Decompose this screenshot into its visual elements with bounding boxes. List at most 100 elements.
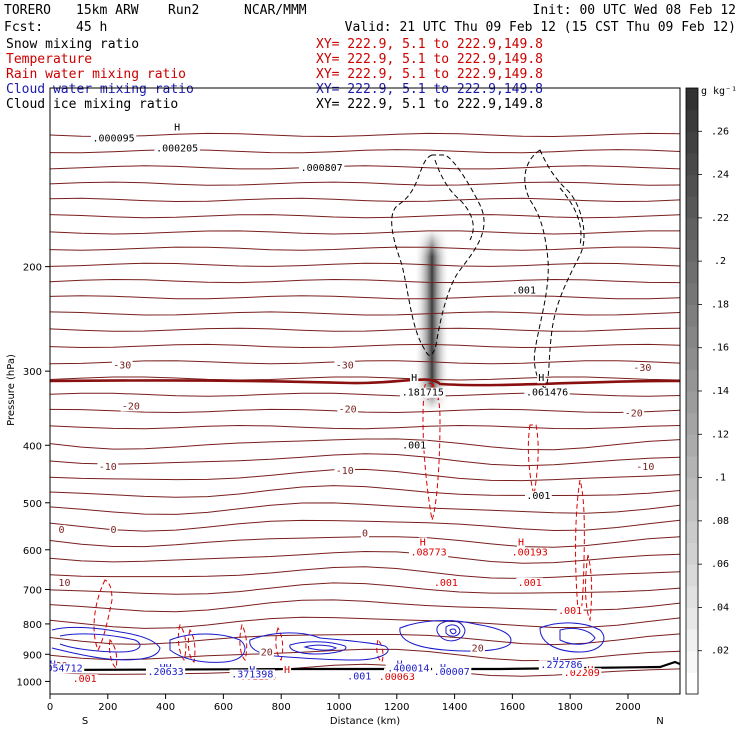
isotherm-line bbox=[50, 485, 680, 498]
snow-label: H bbox=[538, 373, 544, 384]
valid-time: Valid: 21 UTC Thu 09 Feb 12 (15 CST Thu … bbox=[345, 20, 736, 35]
temperature-label-bg bbox=[57, 577, 72, 588]
rain-contour bbox=[239, 623, 248, 661]
temperature-label: -30 bbox=[336, 361, 354, 372]
x-tick-label: 600 bbox=[214, 702, 233, 713]
rain-contour bbox=[187, 628, 196, 663]
cloud-water-label-bg bbox=[145, 666, 186, 677]
rain-label-bg bbox=[510, 547, 550, 558]
temperature-label-bg bbox=[337, 404, 358, 415]
snow-label: .000807 bbox=[301, 163, 343, 174]
rain-label-bg bbox=[418, 537, 427, 548]
forecast-hours: 45 h bbox=[76, 20, 107, 35]
rain-label-bg bbox=[556, 606, 584, 617]
x-tick-label: 1400 bbox=[442, 702, 467, 713]
x-tick-label: 1800 bbox=[557, 702, 582, 713]
rain-contour bbox=[575, 479, 585, 617]
cloud-water-contour bbox=[539, 622, 605, 653]
colorbar-cell bbox=[686, 520, 698, 543]
rain-label: H bbox=[420, 537, 426, 548]
y-tick-label: 800 bbox=[23, 620, 42, 631]
freezing-level-line bbox=[50, 378, 680, 387]
isotherm-line bbox=[50, 230, 680, 235]
rain-label: .08773 bbox=[411, 548, 447, 559]
cloud-water-label-bg bbox=[345, 671, 373, 682]
rain-contour bbox=[109, 638, 118, 669]
y-tick-label: 300 bbox=[23, 367, 42, 378]
isotherm-line bbox=[50, 165, 680, 170]
field-name-snow: Snow mixing ratio bbox=[6, 37, 139, 52]
field-name-cloud-ice: Cloud ice mixing ratio bbox=[6, 97, 178, 112]
snow-label-bg bbox=[400, 440, 428, 451]
colorbar-cell bbox=[686, 672, 698, 695]
field-xy-snow: XY= 222.9, 5.1 to 222.9,149.8 bbox=[316, 37, 543, 52]
isotherm-line bbox=[50, 278, 680, 284]
x-tick-label: 0 bbox=[47, 702, 53, 713]
cloud-water-contour bbox=[289, 641, 347, 655]
colorbar-unit: g kg⁻¹ bbox=[701, 86, 737, 97]
rain-label-bg bbox=[562, 668, 602, 679]
rain-label-bg bbox=[516, 537, 526, 548]
y-tick-label: 600 bbox=[23, 546, 42, 557]
snow-label: .001 bbox=[402, 440, 426, 451]
isotherm-line bbox=[50, 149, 680, 154]
north-end-label: N bbox=[656, 716, 663, 727]
colorbar-cell bbox=[686, 455, 698, 479]
temperature-label-bg bbox=[259, 647, 274, 658]
snow-label: .001 bbox=[512, 286, 536, 297]
snow-contour bbox=[559, 187, 582, 246]
header: TORERO 15km ARW Run2 NCAR/MMM Init: 00 U… bbox=[4, 3, 736, 35]
temperature-label-bg bbox=[635, 461, 656, 472]
rain-label-bg bbox=[377, 672, 417, 683]
x-tick-label: 400 bbox=[156, 702, 175, 713]
init-time: Init: 00 UTC Wed 08 Feb 12 bbox=[533, 3, 737, 18]
y-tick-label: 900 bbox=[23, 650, 42, 661]
colorbar-cell bbox=[686, 282, 698, 305]
model-resolution: 15km ARW bbox=[76, 3, 139, 18]
colorbar-tick-label: .22 bbox=[711, 213, 729, 224]
cloud-water-contour bbox=[59, 633, 141, 653]
y-axis-label: Pressure (hPa) bbox=[6, 354, 17, 426]
x-tick-label: 2000 bbox=[615, 702, 640, 713]
field-name-rain: Rain water mixing ratio bbox=[6, 67, 186, 82]
isotherm-line bbox=[50, 566, 680, 579]
rain-label-bg bbox=[71, 674, 99, 685]
snow-label: .001 bbox=[526, 491, 550, 502]
colorbar-cell bbox=[686, 477, 698, 500]
snow-label-bg bbox=[524, 387, 570, 398]
colorbar-cell bbox=[686, 564, 698, 587]
cloud-water-contour bbox=[436, 620, 466, 642]
colorbar-cell bbox=[686, 585, 698, 608]
colorbar-cell bbox=[686, 542, 698, 565]
cloud-water-label-bg bbox=[50, 663, 85, 674]
field-xy-cloud-water: XY= 222.9, 5.1 to 222.9,149.8 bbox=[316, 82, 543, 97]
snow-contour bbox=[391, 154, 485, 356]
cloud-water-contour bbox=[445, 624, 461, 637]
rain-label: .001 bbox=[73, 674, 97, 685]
cloud-water-label: .371398 bbox=[231, 670, 273, 681]
isotherm-line bbox=[50, 453, 680, 467]
snow-label-bg bbox=[400, 387, 446, 398]
snow-label-bg bbox=[173, 122, 182, 133]
rain-label: .00063 bbox=[379, 672, 415, 683]
isotherm-line bbox=[50, 648, 680, 662]
colorbar-cell bbox=[686, 152, 698, 176]
colorbar-tick-label: .2 bbox=[714, 256, 726, 267]
temperature-label: 0 bbox=[111, 525, 117, 536]
cloud-water-contour bbox=[169, 633, 246, 663]
colorbar-cell bbox=[686, 629, 698, 652]
isotherm-line bbox=[50, 262, 680, 267]
colorbar-cell bbox=[686, 88, 698, 111]
y-tick-label: 400 bbox=[23, 441, 42, 452]
temperature-label: 0 bbox=[362, 529, 368, 540]
rain-contour bbox=[527, 424, 539, 496]
y-tick-label: 1000 bbox=[17, 677, 42, 688]
field-legend: Snow mixing ratio XY= 222.9, 5.1 to 222.… bbox=[6, 37, 543, 112]
isotherm-line bbox=[50, 360, 680, 365]
isotherm-line bbox=[50, 408, 680, 414]
cloud-water-label: .20633 bbox=[148, 667, 184, 678]
snow-label: .000205 bbox=[156, 144, 198, 155]
rain-label: .001 bbox=[434, 578, 458, 589]
isotherm-line bbox=[50, 214, 680, 219]
